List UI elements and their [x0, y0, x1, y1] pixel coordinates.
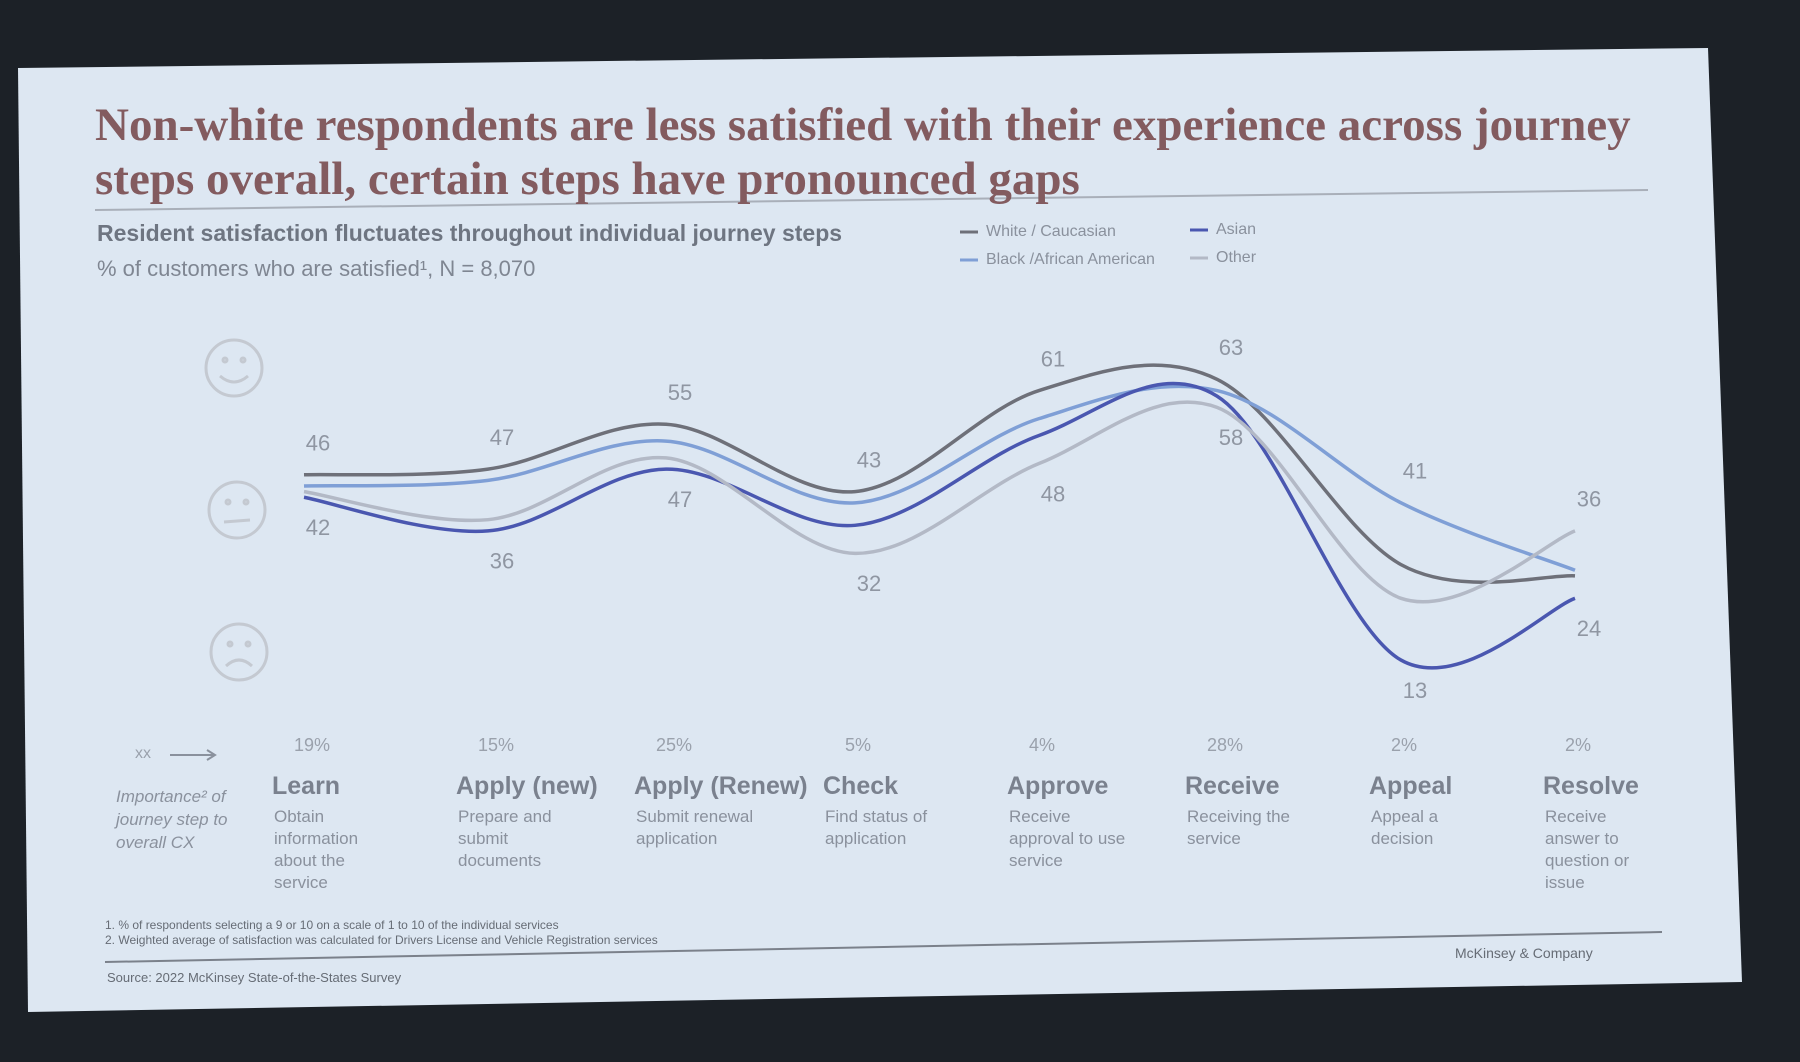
series-line	[303, 384, 1576, 572]
data-label: 61	[1041, 346, 1065, 371]
data-label: 24	[1577, 616, 1601, 641]
data-label: 13	[1403, 678, 1427, 703]
step-description: Receiving the service	[1187, 807, 1291, 848]
x-tick-label: Apply (new)	[456, 772, 598, 800]
importance-label: 4%	[1029, 735, 1056, 755]
legend-label: Other	[1216, 249, 1257, 266]
footnote: 1. % of respondents selecting a 9 or 10 …	[105, 918, 559, 932]
importance-key: xx	[135, 745, 151, 762]
x-tick-label: Receive	[1185, 772, 1280, 800]
series-line	[303, 400, 1576, 604]
data-label: 63	[1219, 335, 1243, 360]
importance-label: 25%	[656, 735, 693, 755]
footer-rule	[104, 931, 1663, 963]
data-label: 48	[1041, 481, 1065, 506]
importance-label: 28%	[1207, 735, 1244, 755]
step-description: Obtain information about the service	[274, 807, 359, 892]
x-tick-label: Apply (Renew)	[634, 772, 808, 800]
importance-label: 2%	[1565, 735, 1592, 755]
data-label: 36	[490, 549, 514, 574]
importance-label: 5%	[845, 735, 872, 755]
data-label: 55	[668, 380, 692, 405]
legend-label: Asian	[1216, 221, 1256, 238]
data-label: 36	[1577, 487, 1601, 512]
step-description: Submit renewal application	[636, 807, 754, 848]
data-label: 41	[1403, 459, 1427, 484]
footnote: 2. Weighted average of satisfaction was …	[105, 933, 658, 947]
data-label: 47	[668, 487, 692, 512]
data-label: 32	[857, 571, 881, 596]
x-tick-label: Appeal	[1369, 772, 1453, 800]
step-description: Find status of application	[825, 807, 928, 848]
step-description: Receive approval to use service	[1009, 807, 1126, 870]
data-label: 46	[306, 431, 330, 456]
importance-caption: Importance² of journey step to overall C…	[116, 787, 228, 852]
step-description: Prepare and submit documents	[458, 807, 552, 870]
importance-arrow	[170, 749, 217, 761]
x-tick-label: Resolve	[1543, 772, 1639, 800]
brand: McKinsey & Company	[1455, 945, 1593, 961]
x-tick-label: Learn	[272, 772, 341, 800]
step-description: Appeal a decision	[1371, 807, 1439, 848]
legend-label: White / Caucasian	[986, 223, 1116, 240]
x-tick-label: Approve	[1007, 772, 1109, 800]
importance-label: 19%	[294, 735, 331, 755]
title-rule	[94, 189, 1649, 211]
data-label: 42	[306, 515, 330, 540]
face-icons	[204, 338, 269, 682]
legend-label: Black /African American	[986, 251, 1155, 268]
y-label: % of customers who are satisfied¹, N = 8…	[97, 256, 536, 281]
slide	[18, 48, 1742, 1012]
series-line	[303, 363, 1576, 584]
importance-label: 2%	[1391, 735, 1418, 755]
series-line	[303, 381, 1576, 670]
source: Source: 2022 McKinsey State-of-the-State…	[107, 970, 402, 985]
data-label: 43	[857, 447, 881, 472]
subtitle: Resident satisfaction fluctuates through…	[97, 220, 843, 246]
importance-label: 15%	[478, 735, 515, 755]
x-tick-label: Check	[823, 772, 899, 800]
step-description: Receive answer to question or issue	[1545, 807, 1630, 892]
data-label: 58	[1219, 425, 1243, 450]
data-label: 47	[490, 425, 514, 450]
title: Non-white respondents are less satisfied…	[95, 99, 1631, 205]
